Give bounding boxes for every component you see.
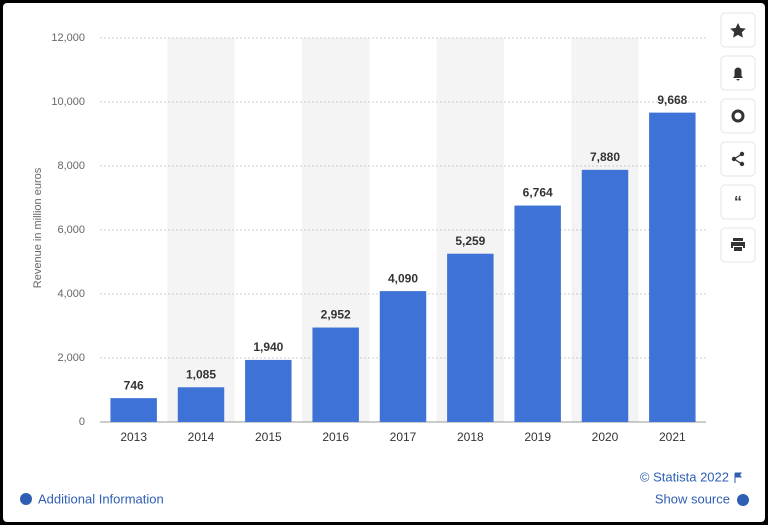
sidebar: “ (720, 12, 756, 263)
data-label: 4,090 (388, 271, 418, 285)
x-tick-label: 2017 (390, 430, 417, 444)
x-tick-label: 2014 (188, 430, 215, 444)
plot: 0 2,000 4,000 6,000 8,000 10,000 12,000 2013 746… (51, 32, 706, 444)
data-label: 746 (124, 378, 144, 392)
x-tick-label: 2018 (457, 430, 484, 444)
y-tick-label: 12,000 (51, 32, 85, 44)
bar (245, 359, 292, 422)
show-source-link[interactable]: Show source (655, 491, 730, 506)
footer: Additional Information © Statista 2022 S… (20, 469, 749, 506)
print-icon (731, 238, 745, 251)
settings-button[interactable] (720, 98, 756, 134)
x-tick-label: 2019 (524, 430, 551, 444)
chart: 0 2,000 4,000 6,000 8,000 10,000 12,000 2013 746… (20, 12, 756, 506)
info-icon (20, 493, 32, 505)
bar (581, 169, 629, 422)
bar (447, 253, 494, 422)
gear-icon (731, 109, 745, 123)
x-tick-label: 2021 (659, 430, 686, 444)
quote-icon: “ (734, 194, 742, 211)
bar (312, 327, 359, 422)
data-label: 5,259 (455, 234, 485, 248)
cite-button[interactable] (720, 184, 756, 220)
y-tick-label: 0 (79, 416, 85, 428)
data-label: 1,940 (253, 340, 283, 354)
star-icon (730, 23, 746, 38)
x-tick-label: 2020 (592, 430, 619, 444)
x-tick-label: 2015 (255, 430, 282, 444)
bar (514, 205, 561, 422)
y-tick-label: 2,000 (57, 352, 85, 364)
bar (110, 398, 157, 422)
screenshot: 0 2,000 4,000 6,000 8,000 10,000 12,000 2013 746… (3, 3, 765, 522)
data-label: 2,952 (321, 308, 351, 322)
y-tick-label: 10,000 (51, 96, 85, 108)
data-label: 7,880 (590, 150, 620, 164)
bar (379, 291, 427, 422)
flag-icon (734, 472, 742, 483)
bell-icon (733, 67, 743, 81)
y-tick-label: 6,000 (57, 224, 85, 236)
y-tick-label: 4,000 (57, 288, 85, 300)
data-label: 1,085 (186, 367, 216, 381)
data-label: 9,668 (657, 93, 687, 107)
additional-info-link[interactable]: Additional Information (38, 491, 164, 506)
bar (177, 387, 225, 422)
share-button[interactable] (720, 141, 756, 177)
data-label: 6,764 (523, 186, 553, 200)
share-icon (731, 151, 745, 167)
bar (649, 112, 696, 423)
x-tick-label: 2013 (120, 430, 147, 444)
y-axis-title: Revenue in million euros (32, 167, 44, 288)
x-tick-label: 2016 (322, 430, 349, 444)
y-tick-label: 8,000 (57, 160, 85, 172)
copyright[interactable]: © Statista 2022 (640, 469, 729, 484)
info-icon (737, 494, 749, 506)
